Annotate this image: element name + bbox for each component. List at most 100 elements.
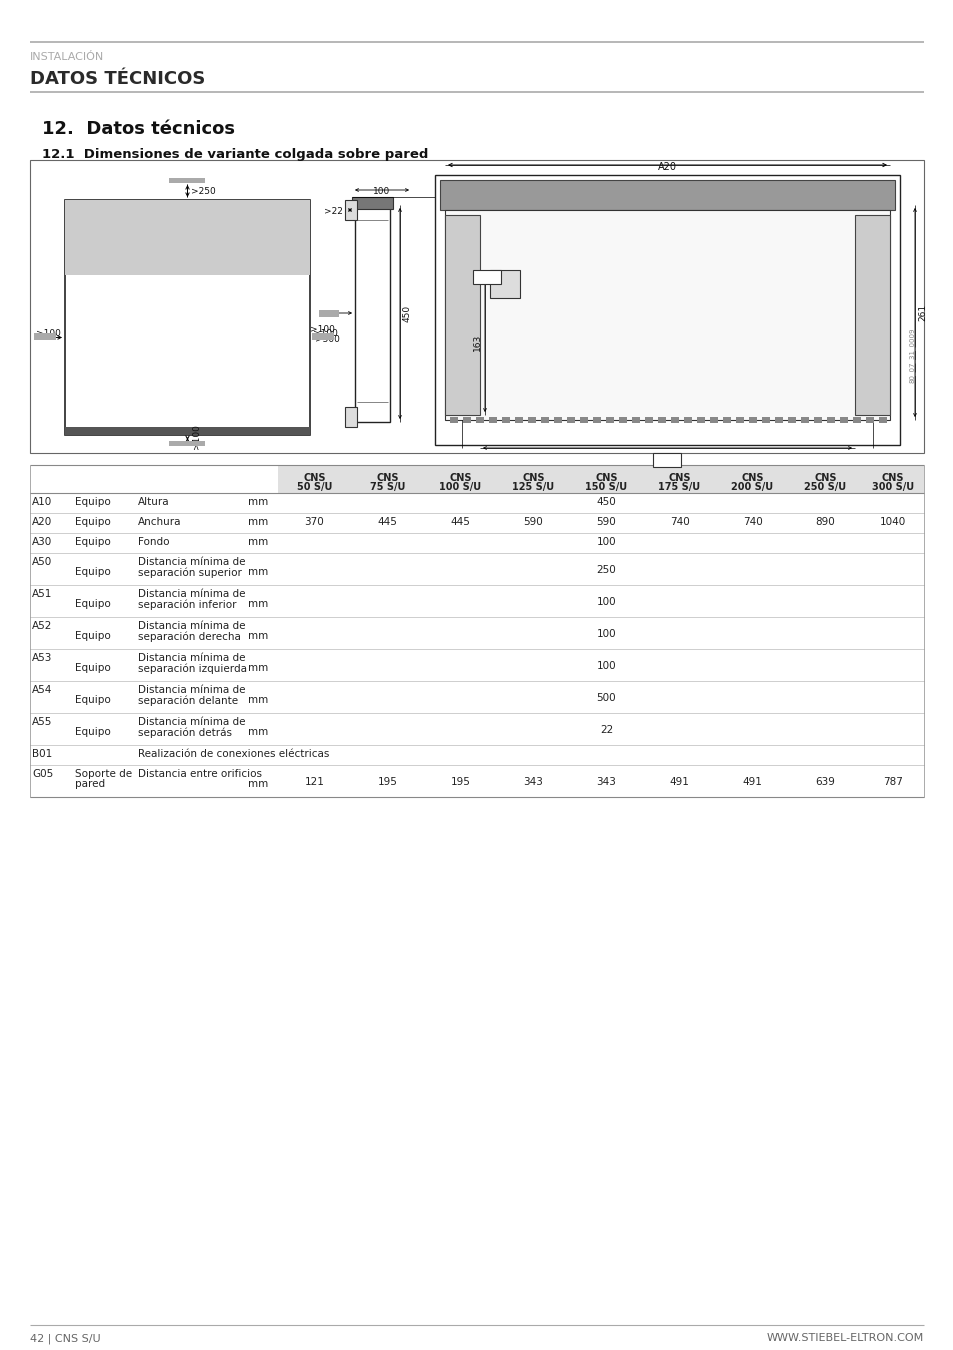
- Bar: [351, 464, 423, 493]
- Text: A10: A10: [32, 497, 52, 508]
- Text: 175 S/U: 175 S/U: [658, 482, 700, 491]
- Text: 12.1  Dimensiones de variante colgada sobre pared: 12.1 Dimensiones de variante colgada sob…: [42, 148, 428, 161]
- Text: CNS: CNS: [595, 472, 618, 483]
- Text: 75 S/U: 75 S/U: [370, 482, 405, 491]
- Text: mm: mm: [248, 630, 268, 641]
- Bar: [788, 464, 862, 493]
- Text: 100: 100: [596, 629, 616, 639]
- Bar: [345, 406, 356, 427]
- Text: Realización de conexiones eléctricas: Realización de conexiones eléctricas: [138, 749, 329, 759]
- Bar: [862, 464, 923, 493]
- Text: 491: 491: [669, 778, 689, 787]
- Bar: [670, 417, 679, 423]
- Text: >100: >100: [310, 325, 335, 333]
- Text: separación inferior: separación inferior: [138, 599, 236, 609]
- Bar: [170, 178, 205, 184]
- Bar: [631, 417, 639, 423]
- Text: 450: 450: [596, 497, 616, 508]
- Text: A51: A51: [32, 589, 52, 599]
- Bar: [653, 454, 680, 467]
- Text: 100: 100: [596, 537, 616, 547]
- Bar: [593, 417, 600, 423]
- Text: 22: 22: [599, 725, 613, 734]
- Bar: [554, 417, 561, 423]
- Text: 500: 500: [596, 693, 616, 703]
- Text: 80_07_31_0009: 80_07_31_0009: [907, 327, 915, 383]
- Text: 445: 445: [450, 517, 470, 526]
- Bar: [476, 417, 483, 423]
- Text: Distancia mínima de: Distancia mínima de: [138, 589, 245, 599]
- Text: 163: 163: [472, 333, 481, 351]
- Text: >22: >22: [324, 207, 343, 216]
- Text: 370: 370: [304, 517, 324, 526]
- Text: CNS: CNS: [375, 472, 398, 483]
- Text: 250: 250: [596, 566, 616, 575]
- Text: CNS: CNS: [667, 472, 690, 483]
- Bar: [569, 464, 642, 493]
- Text: Equipo: Equipo: [75, 695, 111, 705]
- Bar: [30, 161, 923, 454]
- Text: >100: >100: [193, 424, 201, 450]
- Bar: [65, 427, 310, 435]
- Bar: [435, 176, 899, 446]
- Text: 450: 450: [402, 305, 412, 323]
- Text: CNS: CNS: [740, 472, 763, 483]
- Text: mm: mm: [248, 599, 268, 609]
- Text: 200 S/U: 200 S/U: [731, 482, 773, 491]
- Bar: [439, 180, 894, 211]
- Text: >100: >100: [36, 329, 61, 339]
- Text: WWW.STIEBEL-ELTRON.COM: WWW.STIEBEL-ELTRON.COM: [766, 1332, 923, 1343]
- Text: separación detrás: separación detrás: [138, 728, 232, 737]
- Bar: [697, 417, 704, 423]
- Bar: [642, 464, 716, 493]
- Bar: [774, 417, 782, 423]
- Text: Distancia mínima de: Distancia mínima de: [138, 558, 245, 567]
- Bar: [801, 417, 808, 423]
- Text: Equipo: Equipo: [75, 567, 111, 576]
- Text: 261: 261: [918, 304, 926, 321]
- Bar: [826, 417, 834, 423]
- Bar: [318, 310, 338, 317]
- Text: Distancia mínima de: Distancia mínima de: [138, 717, 245, 728]
- Bar: [865, 417, 873, 423]
- Text: 491: 491: [741, 778, 761, 787]
- Text: Equipo: Equipo: [75, 537, 111, 547]
- Text: B01: B01: [475, 271, 493, 281]
- Text: CNS: CNS: [449, 472, 471, 483]
- Text: Distancia mínima de: Distancia mínima de: [138, 653, 245, 663]
- Text: 250 S/U: 250 S/U: [803, 482, 845, 491]
- Text: A53: A53: [32, 653, 52, 663]
- Text: Anchura: Anchura: [138, 517, 181, 526]
- Bar: [709, 417, 718, 423]
- Bar: [658, 417, 665, 423]
- Bar: [352, 197, 393, 209]
- Text: Fondo: Fondo: [138, 537, 170, 547]
- Text: A20: A20: [32, 517, 52, 526]
- Text: >250: >250: [192, 186, 216, 196]
- Text: 12.  Datos técnicos: 12. Datos técnicos: [42, 120, 234, 138]
- Text: mm: mm: [248, 663, 268, 674]
- Bar: [605, 417, 614, 423]
- Text: B01: B01: [32, 749, 52, 759]
- Bar: [277, 464, 351, 493]
- Bar: [444, 215, 479, 414]
- Text: mm: mm: [248, 567, 268, 576]
- Text: A52: A52: [32, 621, 52, 630]
- Text: mm: mm: [248, 779, 268, 788]
- Bar: [515, 417, 522, 423]
- Text: separación delante: separación delante: [138, 695, 238, 706]
- Bar: [618, 417, 626, 423]
- Text: 121: 121: [304, 778, 324, 787]
- Text: A54: A54: [32, 684, 52, 695]
- Text: Distancia mínima de: Distancia mínima de: [138, 684, 245, 695]
- Text: separación superior: separación superior: [138, 567, 242, 578]
- Text: DATOS TÉCNICOS: DATOS TÉCNICOS: [30, 70, 205, 88]
- Text: 787: 787: [882, 778, 902, 787]
- Bar: [170, 441, 205, 446]
- Text: mm: mm: [248, 517, 268, 526]
- Text: 100 S/U: 100 S/U: [439, 482, 481, 491]
- Bar: [497, 464, 569, 493]
- Bar: [423, 464, 497, 493]
- Text: 100: 100: [596, 597, 616, 608]
- Text: Soporte de: Soporte de: [75, 769, 132, 779]
